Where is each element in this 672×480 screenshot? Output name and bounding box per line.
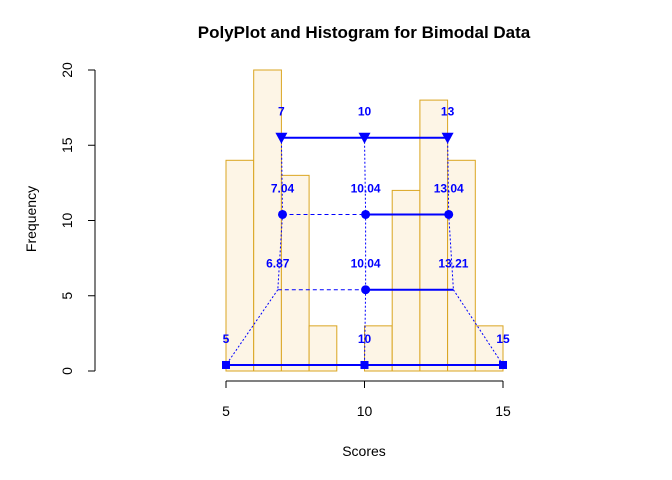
histogram-bar <box>225 159 255 372</box>
triangle-marker <box>441 132 454 144</box>
square-marker <box>222 360 230 369</box>
histogram-bar <box>419 99 449 372</box>
histogram <box>225 69 504 372</box>
triangle-marker <box>358 132 371 144</box>
connector-line <box>225 289 279 366</box>
histogram-bar <box>253 69 282 372</box>
chart-title: PolyPlot and Histogram for Bimodal Data <box>198 23 531 42</box>
x-tick-label: 10 <box>357 403 373 419</box>
y-tick-label: 5 <box>59 292 75 300</box>
point-label: 10.04 <box>351 257 381 271</box>
y-tick-label: 15 <box>59 137 75 153</box>
y-tick-label: 20 <box>59 62 75 78</box>
point-label: 13 <box>441 105 455 119</box>
square-marker <box>360 360 369 369</box>
connector-line <box>364 137 367 215</box>
histogram-bar <box>474 325 504 372</box>
histogram-bar <box>391 189 421 372</box>
point-label: 10.04 <box>351 181 381 195</box>
y-axis-label: Frequency <box>23 186 39 252</box>
point-label: 5 <box>223 332 230 346</box>
point-label: 7 <box>278 105 285 119</box>
axes: 5 10 15 0 5 10 15 20 <box>59 62 511 419</box>
circle-marker <box>361 285 371 295</box>
x-tick-label: 5 <box>222 403 230 419</box>
connector-line <box>364 289 367 365</box>
circle-marker <box>278 209 288 219</box>
y-tick-label: 0 <box>59 367 75 375</box>
square-marker <box>499 360 507 369</box>
point-label: 13.21 <box>438 257 468 271</box>
point-label: 7.04 <box>271 181 295 195</box>
y-tick-label: 10 <box>59 213 75 229</box>
point-label: 6.87 <box>266 257 290 271</box>
point-label: 10 <box>358 105 372 119</box>
overlay-labels: 7 10 13 7.04 10.04 13.04 10.04 6.87 13.21 5 10 15 <box>223 105 510 346</box>
circle-marker <box>444 209 454 219</box>
histogram-bar <box>447 159 476 372</box>
overlay-markers <box>222 132 507 369</box>
triangle-marker <box>275 132 288 144</box>
histogram-bar <box>364 325 393 372</box>
x-tick-label: 15 <box>495 403 511 419</box>
connector-line <box>447 137 450 215</box>
connector-line <box>448 214 454 290</box>
point-label: 13.04 <box>434 181 464 195</box>
connector-line <box>277 214 284 290</box>
connector-line <box>452 289 504 366</box>
point-label: 10 <box>358 332 372 346</box>
histogram-bar <box>280 174 310 372</box>
circle-marker <box>361 209 371 219</box>
connector-line <box>280 137 284 215</box>
x-axis-label: Scores <box>342 443 386 459</box>
point-label: 15 <box>496 332 510 346</box>
histogram-bar <box>308 325 338 372</box>
connector-lines <box>225 137 504 366</box>
